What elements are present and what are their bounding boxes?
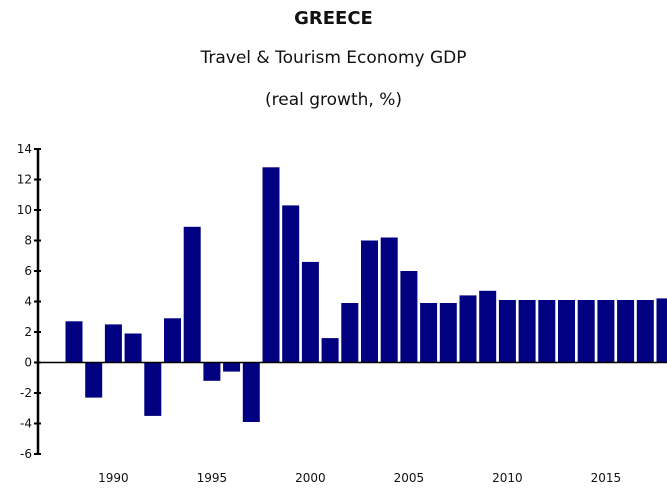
bar-1989 [85,362,103,398]
bar-1991 [124,333,142,363]
y-tick-label: -2 [20,386,32,400]
x-tick-label: 1990 [98,471,129,485]
bar-2004 [380,237,398,363]
x-tick-label: 2000 [295,471,326,485]
bar-1993 [164,318,181,363]
bar-2006 [420,303,438,363]
bar-1990 [104,324,122,363]
bar-1999 [282,205,300,363]
bar-2005 [400,271,418,363]
x-tick-label: 2010 [492,471,523,485]
chart-title: GREECE [294,8,373,29]
bar-2001 [321,338,339,363]
chart-subtitle: Travel & Tourism Economy GDP [200,48,467,68]
y-tick-label: 14 [17,142,32,156]
bar-2013 [558,300,575,363]
bar-1992 [144,362,162,416]
bar-2015 [597,300,615,363]
bar-2008 [459,295,477,363]
bar-1988 [65,321,83,363]
bars-group [65,167,667,422]
bar-1994 [183,226,201,363]
y-tick-label: 8 [24,234,32,248]
bar-2017 [636,300,654,363]
y-tick-label: 0 [24,356,32,370]
bar-2014 [577,300,595,363]
y-tick-label: -4 [20,417,32,431]
y-tick-label: 10 [17,203,32,217]
bar-1997 [242,362,260,422]
y-tick-label: -6 [20,447,32,461]
bar-2012 [538,300,556,363]
x-tick-label: 1995 [197,471,228,485]
bar-2018 [656,298,667,363]
y-tick-label: 2 [24,325,32,339]
y-tick-label: 6 [24,264,32,278]
bar-2011 [518,300,536,363]
chart-subtitle-units: (real growth, %) [265,90,402,110]
bar-2009 [479,290,497,363]
bar-2007 [439,303,457,363]
bar-1996 [223,362,241,372]
bar-2010 [498,300,516,363]
axes-group: 14 12 10 8 6 4 2 0 -2 -4 -6 1990 1995 2000 2005 2010 201… [17,142,667,485]
x-tick-label: 2015 [591,471,622,485]
bar-2002 [341,303,359,363]
x-tick-label: 2005 [394,471,425,485]
y-tick-label: 4 [24,295,32,309]
y-tick-label: 12 [17,173,32,187]
bar-1995 [203,362,221,381]
bar-2003 [361,240,378,363]
bar-2000 [301,261,319,363]
bar-2016 [617,300,635,363]
bar-1998 [262,167,280,363]
